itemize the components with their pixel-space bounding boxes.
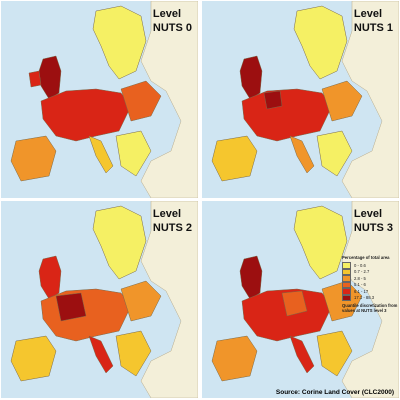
- legend-row: 5.1 - 6: [342, 281, 400, 288]
- legend-label: 0 - 0.6: [354, 262, 366, 268]
- title-line2: NUTS 1: [353, 22, 393, 34]
- legend-row: 2.8 - 5: [342, 275, 400, 282]
- non-eu-land: [140, 1, 198, 198]
- map-panel-nuts3: Level NUTS 3: [202, 201, 399, 398]
- legend-label: 5.1 - 6: [354, 282, 366, 288]
- region-eastern-europe: [321, 80, 363, 122]
- region-iberia: [10, 335, 57, 382]
- region-balkans: [115, 330, 152, 377]
- region-italy: [88, 335, 114, 374]
- source-credit: Source: Corine Land Cover (CLC2000): [275, 389, 394, 396]
- europe-map-nuts1: [211, 1, 399, 198]
- region-italy: [88, 135, 114, 174]
- region-benelux: [263, 90, 283, 110]
- non-eu-land: [140, 201, 198, 398]
- legend-row: 0 - 0.6: [342, 262, 400, 269]
- region-balkans: [115, 130, 152, 177]
- title-line2: NUTS 2: [152, 222, 192, 234]
- legend-label: 17.1 - 88.3: [354, 295, 375, 301]
- title-line1: Level: [353, 8, 383, 20]
- region-ireland: [28, 70, 42, 88]
- region-scandinavia: [92, 5, 147, 80]
- region-uk: [239, 55, 263, 100]
- region-iberia: [10, 135, 57, 182]
- region-uk: [239, 255, 263, 300]
- map-panel-nuts0: Level NUTS 0: [1, 1, 198, 198]
- region-iberia: [211, 335, 258, 382]
- region-scandinavia: [92, 205, 147, 280]
- region-iberia: [211, 135, 258, 182]
- region-germany-mix: [281, 290, 308, 317]
- legend-title: Percentage of total area: [342, 255, 390, 260]
- region-scandinavia: [293, 5, 348, 80]
- map-panel-nuts1: Level NUTS 1: [202, 1, 399, 198]
- region-central-europe: [40, 88, 132, 142]
- panel-title: Level NUTS 2: [153, 207, 192, 235]
- panel-title: Level NUTS 3: [354, 207, 393, 235]
- panel-title: Level NUTS 1: [354, 7, 393, 35]
- panel-title: Level NUTS 0: [153, 7, 192, 35]
- region-uk: [38, 255, 62, 300]
- legend-swatch: [342, 294, 351, 301]
- region-uk: [38, 55, 62, 100]
- legend-row: 6.1 - 17: [342, 288, 400, 295]
- legend-swatch: [342, 275, 351, 282]
- legend-note: Quantile discretization from values at N…: [342, 303, 398, 313]
- legend-classes: 0 - 0.6 0.7 - 2.7 2.8 - 5 5.1 - 6 6.1 - 17 17…: [342, 262, 400, 301]
- title-line2: NUTS 3: [353, 222, 393, 234]
- legend-label: 2.8 - 5: [354, 275, 366, 281]
- region-italy: [289, 135, 315, 174]
- europe-map-nuts3: [211, 201, 399, 398]
- region-central-europe: [241, 88, 333, 142]
- map-panel-nuts2: Level NUTS 2: [1, 201, 198, 398]
- region-scandinavia: [293, 205, 348, 280]
- title-line1: Level: [353, 208, 383, 220]
- title-line1: Level: [152, 208, 182, 220]
- legend-label: 0.7 - 2.7: [354, 269, 370, 275]
- europe-map-nuts0: [10, 1, 198, 198]
- legend-swatch: [342, 262, 351, 269]
- map-legend: Percentage of total area 0 - 0.6 0.7 - 2.…: [342, 255, 400, 313]
- region-eastern-europe: [120, 280, 162, 322]
- legend-swatch: [342, 288, 351, 295]
- region-balkans: [316, 330, 353, 377]
- legend-label: 6.1 - 17: [354, 288, 369, 294]
- region-balkans: [316, 130, 353, 177]
- region-italy: [289, 335, 315, 374]
- region-eastern-europe: [120, 80, 162, 122]
- europe-map-nuts2: [10, 201, 198, 398]
- non-eu-land: [341, 1, 399, 198]
- legend-row: 17.1 - 88.3: [342, 294, 400, 301]
- title-line1: Level: [152, 8, 182, 20]
- region-north-west: [55, 292, 87, 322]
- legend-swatch: [342, 268, 351, 275]
- non-eu-land: [341, 201, 399, 398]
- legend-row: 0.7 - 2.7: [342, 268, 400, 275]
- title-line2: NUTS 0: [152, 22, 192, 34]
- legend-swatch: [342, 281, 351, 288]
